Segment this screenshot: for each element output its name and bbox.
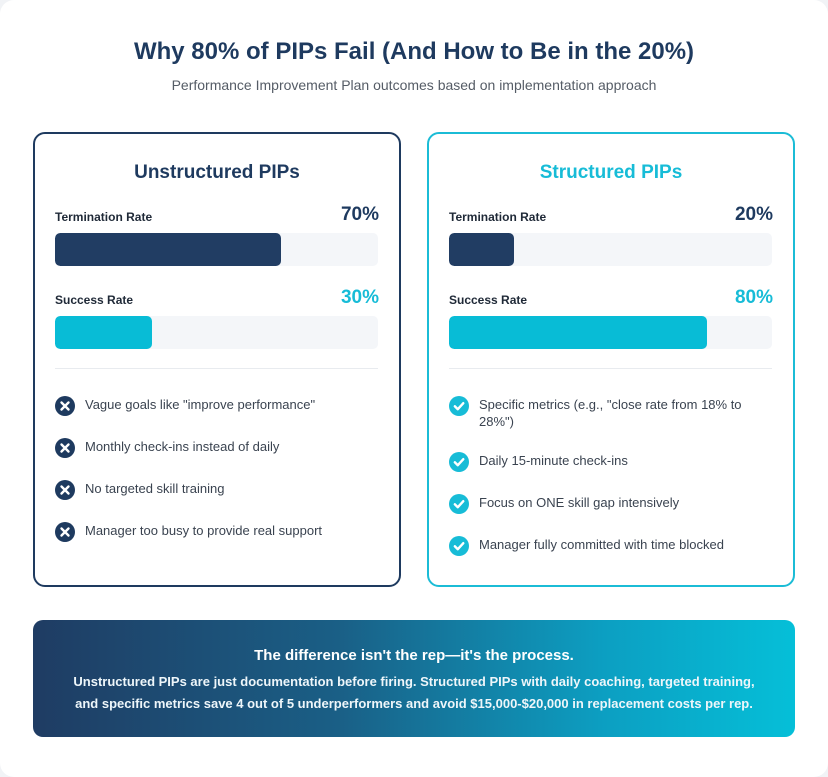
banner-text: Unstructured PIPs are just documentation… bbox=[73, 674, 755, 711]
success-rate-bar-fill bbox=[55, 316, 152, 349]
success-rate-bar bbox=[449, 316, 772, 349]
list-item: Monthly check-ins instead of daily bbox=[55, 438, 378, 458]
page-subtitle: Performance Improvement Plan outcomes ba… bbox=[171, 77, 657, 93]
termination-rate-bar bbox=[449, 233, 772, 266]
list-item: Manager too busy to provide real support bbox=[55, 522, 378, 542]
success-rate-bar-fill bbox=[449, 316, 708, 349]
termination-rate-bar-fill bbox=[55, 233, 282, 266]
check-circle-icon bbox=[449, 452, 469, 472]
list-item-text: Monthly check-ins instead of daily bbox=[85, 439, 280, 454]
list-item-text: Focus on ONE skill gap intensively bbox=[479, 495, 680, 510]
list-item-text: Manager fully committed with time blocke… bbox=[479, 537, 724, 552]
termination-rate-value: 70% bbox=[340, 204, 379, 225]
list-item: Specific metrics (e.g., "close rate from… bbox=[449, 396, 772, 430]
structured-practices-list: Specific metrics (e.g., "close rate from… bbox=[449, 396, 772, 578]
page-title: Why 80% of PIPs Fail (And How to Be in t… bbox=[133, 38, 695, 65]
termination-rate-label: Termination Rate bbox=[449, 210, 547, 224]
x-circle-icon bbox=[55, 396, 75, 416]
success-rate-value: 80% bbox=[734, 287, 773, 308]
check-circle-icon bbox=[449, 536, 469, 556]
list-item-text: No targeted skill training bbox=[85, 481, 225, 496]
list-item: No targeted skill training bbox=[55, 480, 378, 500]
termination-rate-bar bbox=[55, 233, 378, 266]
list-item-text: Manager too busy to provide real support bbox=[85, 523, 323, 538]
card-divider bbox=[449, 368, 772, 369]
banner-title: The difference isn't the rep—it's the pr… bbox=[254, 647, 574, 664]
list-item: Manager fully committed with time blocke… bbox=[449, 536, 772, 556]
list-item: Vague goals like "improve performance" bbox=[55, 396, 378, 416]
success-rate-bar bbox=[55, 316, 378, 349]
list-item-text: Specific metrics (e.g., "close rate from… bbox=[479, 397, 742, 429]
summary-banner: The difference isn't the rep—it's the pr… bbox=[33, 620, 795, 737]
x-circle-icon bbox=[55, 438, 75, 458]
list-item-text: Vague goals like "improve performance" bbox=[85, 397, 316, 412]
success-rate-label: Success Rate bbox=[449, 293, 528, 307]
unstructured-card: Unstructured PIPs Termination Rate 70% S… bbox=[33, 132, 401, 587]
list-item: Focus on ONE skill gap intensively bbox=[449, 494, 772, 514]
success-rate-value: 30% bbox=[340, 287, 379, 308]
x-circle-icon bbox=[55, 480, 75, 500]
check-circle-icon bbox=[449, 396, 469, 416]
termination-rate-bar-fill bbox=[449, 233, 514, 266]
check-circle-icon bbox=[449, 494, 469, 514]
x-circle-icon bbox=[55, 522, 75, 542]
success-rate-label: Success Rate bbox=[55, 293, 134, 307]
list-item-text: Daily 15-minute check-ins bbox=[479, 453, 628, 468]
card-divider bbox=[55, 368, 378, 369]
structured-card: Structured PIPs Termination Rate 20% Suc… bbox=[427, 132, 795, 587]
termination-rate-label: Termination Rate bbox=[55, 210, 153, 224]
unstructured-card-title: Unstructured PIPs bbox=[134, 162, 300, 183]
list-item: Daily 15-minute check-ins bbox=[449, 452, 772, 472]
unstructured-issues-list: Vague goals like "improve performance" M… bbox=[55, 396, 378, 564]
structured-card-title: Structured PIPs bbox=[539, 162, 683, 183]
termination-rate-value: 20% bbox=[734, 204, 773, 225]
